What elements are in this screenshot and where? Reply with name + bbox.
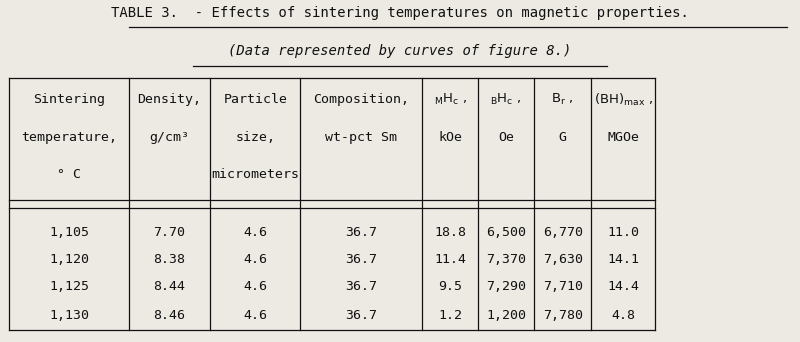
Text: 1,125: 1,125 (49, 280, 89, 293)
Text: 1,200: 1,200 (486, 309, 526, 322)
Text: 7.70: 7.70 (154, 226, 186, 239)
Text: 4.6: 4.6 (243, 253, 267, 266)
Text: 6,500: 6,500 (486, 226, 526, 239)
Text: micrometers: micrometers (211, 168, 299, 181)
Text: 7,370: 7,370 (486, 253, 526, 266)
Text: TABLE 3.  - Effects of sintering temperatures on magnetic properties.: TABLE 3. - Effects of sintering temperat… (111, 6, 689, 21)
Text: 1,130: 1,130 (49, 309, 89, 322)
Text: 8.38: 8.38 (154, 253, 186, 266)
Text: 4.6: 4.6 (243, 226, 267, 239)
Text: 36.7: 36.7 (346, 280, 378, 293)
Text: B$_\mathsf{r}$ ,: B$_\mathsf{r}$ , (551, 92, 574, 107)
Text: 1.2: 1.2 (438, 309, 462, 322)
Text: MGOe: MGOe (607, 131, 639, 144)
Text: Sintering: Sintering (33, 93, 105, 106)
Text: 1,120: 1,120 (49, 253, 89, 266)
Text: Composition,: Composition, (314, 93, 410, 106)
Text: 9.5: 9.5 (438, 280, 462, 293)
Text: 14.4: 14.4 (607, 280, 639, 293)
Text: 4.6: 4.6 (243, 309, 267, 322)
Text: 8.44: 8.44 (154, 280, 186, 293)
Text: kOe: kOe (438, 131, 462, 144)
Text: 7,710: 7,710 (542, 280, 582, 293)
Text: $_{\mathsf{B}}$H$_\mathsf{c}$ ,: $_{\mathsf{B}}$H$_\mathsf{c}$ , (490, 92, 522, 107)
Text: 36.7: 36.7 (346, 253, 378, 266)
Text: 36.7: 36.7 (346, 309, 378, 322)
Text: 14.1: 14.1 (607, 253, 639, 266)
Text: 11.4: 11.4 (434, 253, 466, 266)
Text: (BH)$_{\mathsf{max}}$ ,: (BH)$_{\mathsf{max}}$ , (594, 92, 653, 108)
Text: g/cm³: g/cm³ (150, 131, 190, 144)
Text: 4.6: 4.6 (243, 280, 267, 293)
Text: temperature,: temperature, (21, 131, 117, 144)
Text: $_{\mathsf{M}}$H$_\mathsf{c}$ ,: $_{\mathsf{M}}$H$_\mathsf{c}$ , (434, 92, 466, 107)
Text: wt-pct Sm: wt-pct Sm (326, 131, 398, 144)
Text: 4.8: 4.8 (611, 309, 635, 322)
Text: 7,290: 7,290 (486, 280, 526, 293)
Text: 8.46: 8.46 (154, 309, 186, 322)
Text: 7,780: 7,780 (542, 309, 582, 322)
Text: Particle: Particle (223, 93, 287, 106)
Text: Oe: Oe (498, 131, 514, 144)
Text: Density,: Density, (138, 93, 202, 106)
Text: 7,630: 7,630 (542, 253, 582, 266)
Text: G: G (558, 131, 566, 144)
Text: ° C: ° C (57, 168, 81, 181)
Text: 6,770: 6,770 (542, 226, 582, 239)
Text: 18.8: 18.8 (434, 226, 466, 239)
Text: size,: size, (235, 131, 275, 144)
Text: 1,105: 1,105 (49, 226, 89, 239)
Text: (Data represented by curves of figure 8.): (Data represented by curves of figure 8.… (228, 44, 572, 58)
Text: 36.7: 36.7 (346, 226, 378, 239)
Text: 11.0: 11.0 (607, 226, 639, 239)
